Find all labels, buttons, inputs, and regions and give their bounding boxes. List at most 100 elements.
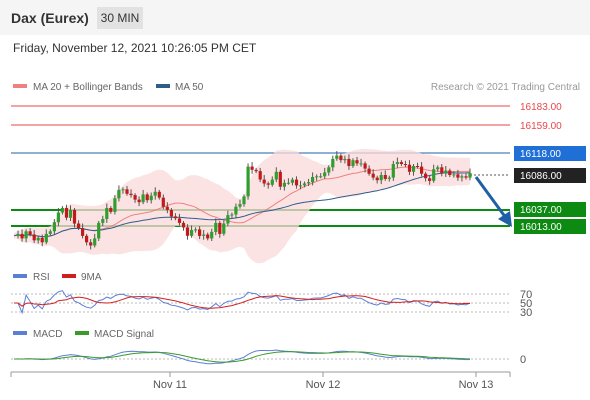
rsi-tick-50: 50 xyxy=(520,298,532,310)
candle-body xyxy=(161,197,165,207)
candle-body xyxy=(165,206,169,210)
support-label-box-1 xyxy=(514,202,586,217)
candle-body xyxy=(436,167,440,170)
bollinger-band xyxy=(14,148,470,264)
candle-body xyxy=(395,162,399,164)
candle-body xyxy=(311,177,315,183)
candle-body xyxy=(173,216,177,219)
candle-body xyxy=(238,204,242,207)
candle-body xyxy=(64,208,69,218)
rsi-tick-70: 70 xyxy=(520,289,532,301)
pivot-label-box xyxy=(514,146,586,161)
candle-body xyxy=(347,158,351,166)
candle-body xyxy=(315,176,319,178)
candle-body xyxy=(323,172,327,177)
candle-body xyxy=(246,166,250,197)
candle-body xyxy=(266,183,270,185)
candle-body xyxy=(242,196,246,205)
candle-body xyxy=(250,166,254,170)
candle-body xyxy=(444,170,448,174)
candle-body xyxy=(181,222,186,228)
candle-body xyxy=(355,160,359,164)
candle-body xyxy=(121,189,125,191)
candle-body xyxy=(343,158,347,161)
candle-body xyxy=(97,222,101,239)
candle-body xyxy=(157,191,161,198)
candle-body xyxy=(68,210,73,218)
legend-label-bollinger: MA 20 + Bollinger Bands xyxy=(33,82,143,93)
level-label-5: 16037.00 xyxy=(520,205,562,216)
rsi-layer xyxy=(14,290,471,315)
legend-swatch-ma50 xyxy=(156,84,170,88)
instrument-title: Dax (Eurex) xyxy=(11,10,89,26)
candle-body xyxy=(85,235,89,243)
level-label-2: 16159.00 xyxy=(520,121,562,132)
candle-body xyxy=(117,189,121,199)
candle-body xyxy=(145,194,149,201)
candle-body xyxy=(36,237,40,241)
candle-body xyxy=(206,234,210,239)
candle-body xyxy=(44,233,48,243)
chart-datetime: Friday, November 12, 2021 10:26:05 PM CE… xyxy=(13,41,257,55)
candle-body xyxy=(432,169,436,181)
rsi-tick-30: 30 xyxy=(520,307,532,319)
candle-body xyxy=(456,174,460,178)
x-label-nov11: Nov 11 xyxy=(153,379,187,391)
interval-selector[interactable]: 30 MIN xyxy=(97,7,143,29)
candle-body xyxy=(77,223,81,228)
candle-body xyxy=(460,176,464,178)
bollinger-band-layer xyxy=(14,148,470,264)
rsi-9ma-line xyxy=(14,295,471,309)
candle-body xyxy=(415,166,420,167)
candle-body xyxy=(194,229,198,231)
candle-body xyxy=(282,182,286,187)
candle-body xyxy=(339,155,343,161)
candle-body xyxy=(278,171,282,187)
credit-text: Research © 2021 Trading Central xyxy=(431,82,580,93)
candle-body xyxy=(440,167,444,174)
candle-body xyxy=(93,238,97,246)
candle-body xyxy=(294,179,299,186)
candle-body xyxy=(327,167,331,173)
candle-body xyxy=(24,231,28,239)
candle-body xyxy=(125,189,129,194)
support-label-box-2 xyxy=(514,219,586,234)
candle-body xyxy=(89,242,93,246)
candle-body xyxy=(428,178,432,181)
legend-swatch-9ma xyxy=(62,274,76,278)
candle-body xyxy=(202,234,206,236)
candle-body xyxy=(254,169,258,172)
candle-body xyxy=(137,199,141,203)
candle-body xyxy=(407,164,412,172)
candle-body xyxy=(101,219,105,223)
level-label-3: 16118.00 xyxy=(520,149,561,160)
candle-body xyxy=(81,228,85,236)
candle-body xyxy=(464,176,468,178)
level-label-4: 16086.00 xyxy=(520,171,562,182)
level-label-1: 16183.00 xyxy=(520,102,562,113)
legend-label-macd-signal: MACD Signal xyxy=(94,329,154,340)
candle-body xyxy=(234,206,238,215)
chart-header: Dax (Eurex) 30 MIN xyxy=(0,0,590,35)
candle-body xyxy=(331,158,335,168)
legend-swatch-bollinger xyxy=(13,84,27,88)
candle-body xyxy=(290,179,294,183)
candle-body xyxy=(363,163,367,169)
candle-body xyxy=(141,194,145,203)
candle-body xyxy=(371,173,375,178)
candle-body xyxy=(359,163,363,165)
candle-body xyxy=(28,231,32,235)
candle-body xyxy=(113,198,117,212)
level-label-6: 16013.00 xyxy=(520,222,562,233)
candle-body xyxy=(105,208,109,219)
candle-body xyxy=(190,230,194,236)
forecast-arrow xyxy=(474,176,508,219)
candle-body xyxy=(16,233,20,236)
candle-body xyxy=(375,177,379,181)
x-label-nov12: Nov 12 xyxy=(306,379,341,391)
candle-body xyxy=(286,182,290,184)
candle-body xyxy=(262,179,266,184)
candle-body xyxy=(198,229,202,236)
candle-body xyxy=(60,208,64,213)
